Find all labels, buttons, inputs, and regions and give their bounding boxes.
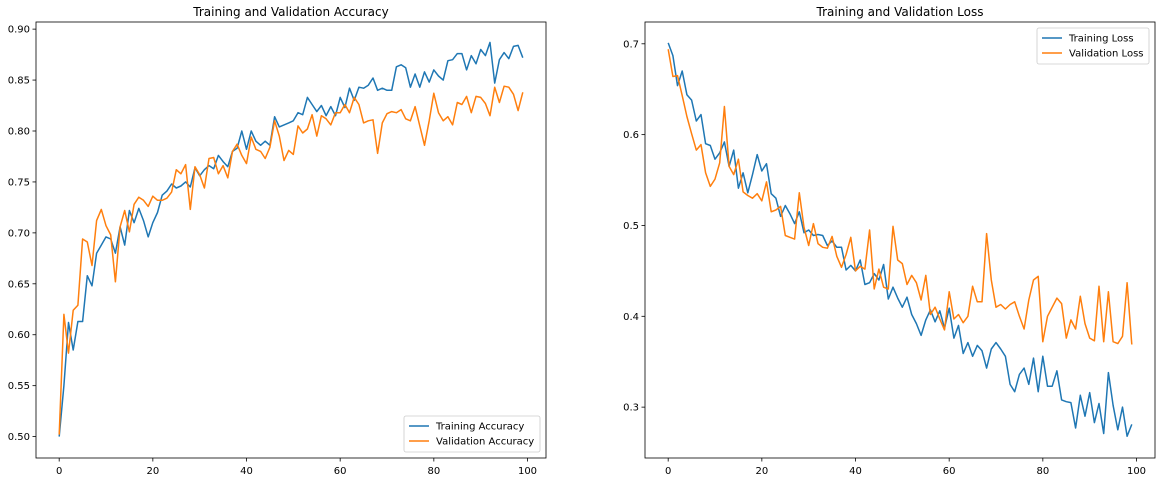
legend-label: Training Loss <box>1068 34 1134 45</box>
y-tick-label: 0.85 <box>8 76 30 87</box>
legend: Training Loss Validation Loss <box>1036 27 1150 65</box>
series-line-validation-accuracy <box>58 85 524 435</box>
x-tick-label: 40 <box>849 466 862 477</box>
axes-frame <box>35 21 547 459</box>
x-tick-label: 20 <box>755 466 768 477</box>
y-tick-label: 0.7 <box>623 39 639 50</box>
chart-title: Training and Validation Loss <box>816 5 984 19</box>
y-tick-label: 0.90 <box>8 25 30 36</box>
y-tick-label: 0.75 <box>8 177 30 188</box>
y-tick-label: 0.70 <box>8 228 30 239</box>
series-line-validation-loss <box>667 49 1133 345</box>
x-tick-label: 20 <box>146 466 159 477</box>
x-tick-label: 0 <box>56 466 62 477</box>
x-tick-label: 100 <box>1127 466 1146 477</box>
y-tick-label: 0.4 <box>623 312 639 323</box>
y-tick-label: 0.65 <box>8 279 30 290</box>
legend-label: Validation Accuracy <box>436 437 534 448</box>
subplot-accuracy: Training and Validation Accuracy 0 20 40 60 8… <box>8 5 547 477</box>
legend: Training Accuracy Validation Accuracy <box>403 415 541 453</box>
legend-label: Training Accuracy <box>435 422 524 433</box>
y-tick-label: 0.5 <box>623 221 639 232</box>
x-tick-label: 80 <box>427 466 440 477</box>
y-tick-label: 0.50 <box>8 432 30 443</box>
legend-label: Validation Loss <box>1069 49 1144 60</box>
x-tick-label: 40 <box>240 466 253 477</box>
x-tick-label: 80 <box>1036 466 1049 477</box>
y-tick-label: 0.60 <box>8 330 30 341</box>
x-tick-label: 100 <box>518 466 537 477</box>
series-line-training-accuracy <box>58 41 524 437</box>
x-tick-label: 60 <box>943 466 956 477</box>
series-line-training-loss <box>667 42 1133 437</box>
x-tick-label: 60 <box>334 466 347 477</box>
legend-box <box>1036 27 1150 65</box>
legend-box <box>403 415 541 453</box>
y-tick-label: 0.55 <box>8 381 30 392</box>
axes-frame <box>644 21 1156 459</box>
y-tick-label: 0.3 <box>623 403 639 414</box>
y-tick-label: 0.6 <box>623 130 639 141</box>
subplot-loss: Training and Validation Loss 0 20 40 60 80 100… <box>623 5 1156 477</box>
y-tick-label: 0.80 <box>8 127 30 138</box>
x-tick-label: 0 <box>665 466 671 477</box>
chart-title: Training and Validation Accuracy <box>192 5 388 19</box>
